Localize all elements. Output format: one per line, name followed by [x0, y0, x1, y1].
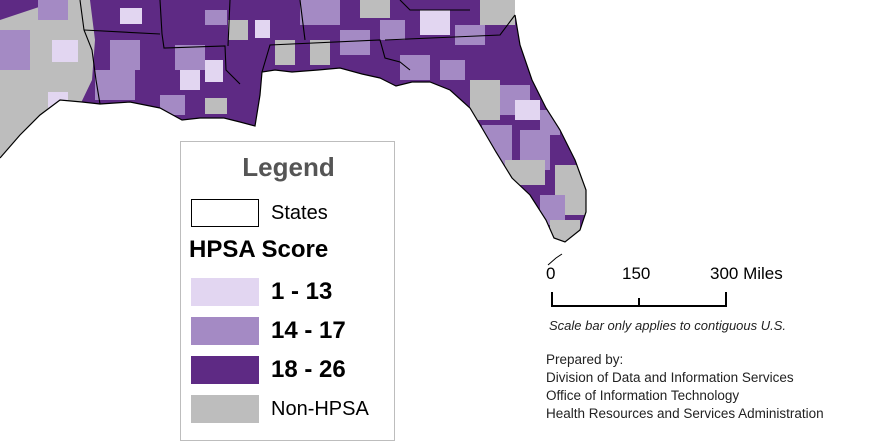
alabama-florida-border — [261, 39, 411, 73]
patch — [228, 20, 248, 40]
patch — [175, 45, 205, 70]
legend-box: Legend States HPSA Score 1 - 13 14 - 17 … — [180, 141, 395, 441]
florida-keys — [547, 253, 563, 266]
texas-non-hpsa — [0, 0, 95, 158]
mississippi-alabama-border — [227, 0, 231, 47]
patch — [52, 40, 78, 62]
swatch-1-13 — [191, 278, 259, 306]
patch — [205, 60, 223, 82]
patch — [110, 40, 140, 70]
states-swatch — [191, 199, 259, 227]
patch — [205, 10, 227, 25]
louisiana-mississippi-border — [159, 0, 241, 85]
patch — [440, 60, 465, 80]
label-1-13: 1 - 13 — [271, 278, 333, 305]
patch — [470, 80, 500, 120]
swatch-non-hpsa — [191, 395, 259, 423]
states-label: States — [271, 201, 328, 224]
scale-tick-300-miles: 300 Miles — [710, 264, 783, 283]
patch — [0, 30, 30, 70]
credits-office: Office of Information Technology — [546, 388, 740, 403]
georgia-sc-border — [399, 0, 470, 11]
scale-note: Scale bar only applies to contiguous U.S… — [549, 318, 787, 333]
patch — [160, 95, 185, 115]
patch — [505, 160, 545, 185]
patch — [480, 0, 515, 25]
legend-item-14-17: 14 - 17 — [191, 317, 346, 345]
swatch-18-26 — [191, 356, 259, 384]
legend-item-1-13: 1 - 13 — [191, 278, 332, 306]
patch — [300, 0, 340, 25]
credits-hrsa: Health Resources and Services Administra… — [546, 406, 824, 421]
patch — [400, 55, 430, 80]
swatch-14-17 — [191, 317, 259, 345]
patch — [95, 70, 135, 100]
scale-tick-0: 0 — [546, 264, 556, 283]
legend-item-non-hpsa: Non-HPSA — [191, 395, 369, 423]
patch — [205, 98, 227, 114]
label-14-17: 14 - 17 — [271, 317, 346, 344]
georgia-florida-border — [384, 14, 516, 41]
hpsa-score-heading: HPSA Score — [189, 236, 329, 263]
patch — [420, 10, 450, 35]
patch — [38, 0, 68, 20]
patch — [482, 125, 512, 165]
label-non-hpsa: Non-HPSA — [271, 397, 369, 420]
label-18-26: 18 - 26 — [271, 356, 346, 383]
patch — [180, 70, 200, 90]
texas-louisiana-border — [79, 0, 101, 105]
credits-prepared-by: Prepared by: — [546, 352, 624, 367]
scale-tick-150: 150 — [622, 264, 651, 283]
arkansas-louisiana-border — [83, 29, 161, 35]
scale-bar-line — [551, 292, 727, 307]
patch — [340, 30, 370, 55]
patch — [310, 40, 330, 65]
patch — [275, 40, 295, 65]
legend-item-18-26: 18 - 26 — [191, 356, 346, 384]
credits-block: Prepared by: Division of Data and Inform… — [546, 351, 824, 423]
patch — [515, 100, 540, 120]
scale-bar: 0 150 300 Miles — [540, 262, 840, 332]
state-borders — [79, 0, 516, 105]
legend-title: Legend — [242, 152, 335, 182]
patch — [120, 8, 142, 24]
patch — [455, 25, 485, 45]
credits-division: Division of Data and Information Service… — [546, 370, 794, 385]
patch — [380, 20, 405, 40]
patch — [255, 20, 270, 38]
coastline — [0, 14, 587, 243]
patch — [360, 0, 390, 18]
alabama-georgia-border — [299, 0, 306, 41]
legend-states-row: States — [191, 199, 328, 227]
